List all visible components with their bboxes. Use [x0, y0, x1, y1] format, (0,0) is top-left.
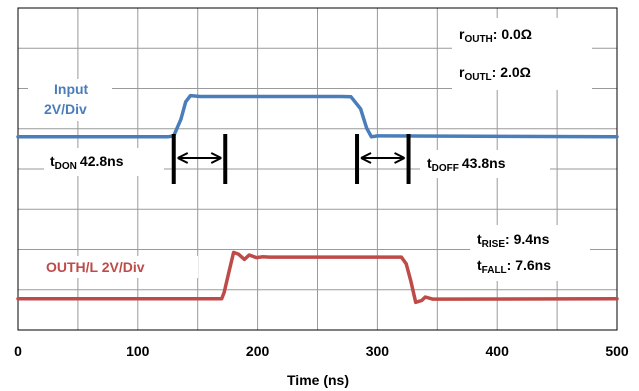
- label-bg-tdoff: [420, 150, 550, 178]
- timing-markers: [171, 134, 411, 184]
- label-bg-input: [28, 79, 112, 121]
- series-line-input: [16, 93, 619, 139]
- x-tick-label: 300: [366, 343, 390, 359]
- r-outh-label: rOUTH: 0.0Ω: [459, 26, 532, 45]
- label-bg-rout: [452, 18, 592, 90]
- x-tick-label: 500: [605, 343, 629, 359]
- plot-frame: [17, 7, 618, 331]
- label-bg-rise: [470, 225, 590, 281]
- x-tick-label: 0: [14, 343, 22, 359]
- r-outl-label: rOUTL: 2.0Ω: [459, 64, 531, 83]
- t-doff-label: tDOFF 43.8ns: [427, 155, 506, 174]
- annotations: rOUTH: 0.0Ω rOUTL: 2.0Ω Input 2V/Div tDO…: [28, 18, 592, 281]
- x-axis-label: Time (ns): [287, 372, 349, 388]
- label-bg-tdon: [44, 148, 164, 176]
- label-bg-output: [40, 256, 198, 278]
- t-doff-marker-arrowhead-left: [360, 152, 372, 164]
- input-trace-label: Input: [54, 81, 89, 97]
- t-fall-label: tFALL: 7.6ns: [477, 257, 551, 276]
- x-tick-labels: 0 100 200 300 400 500: [14, 343, 629, 359]
- t-don-marker-arrowhead-right: [210, 152, 222, 164]
- series-layer: [16, 93, 619, 305]
- input-scale-label: 2V/Div: [44, 101, 87, 117]
- t-don-label: tDON 42.8ns: [50, 153, 124, 172]
- x-tick-label: 200: [246, 343, 270, 359]
- t-rise-label: tRISE: 9.4ns: [477, 231, 550, 250]
- x-tick-label: 400: [486, 343, 510, 359]
- t-doff-marker-arrowhead-right: [394, 152, 405, 164]
- series-line-output: [16, 250, 619, 305]
- t-don-marker-arrowhead-left: [177, 152, 189, 164]
- x-tick-label: 100: [126, 343, 150, 359]
- output-trace-label: OUTH/L 2V/Div: [46, 259, 145, 275]
